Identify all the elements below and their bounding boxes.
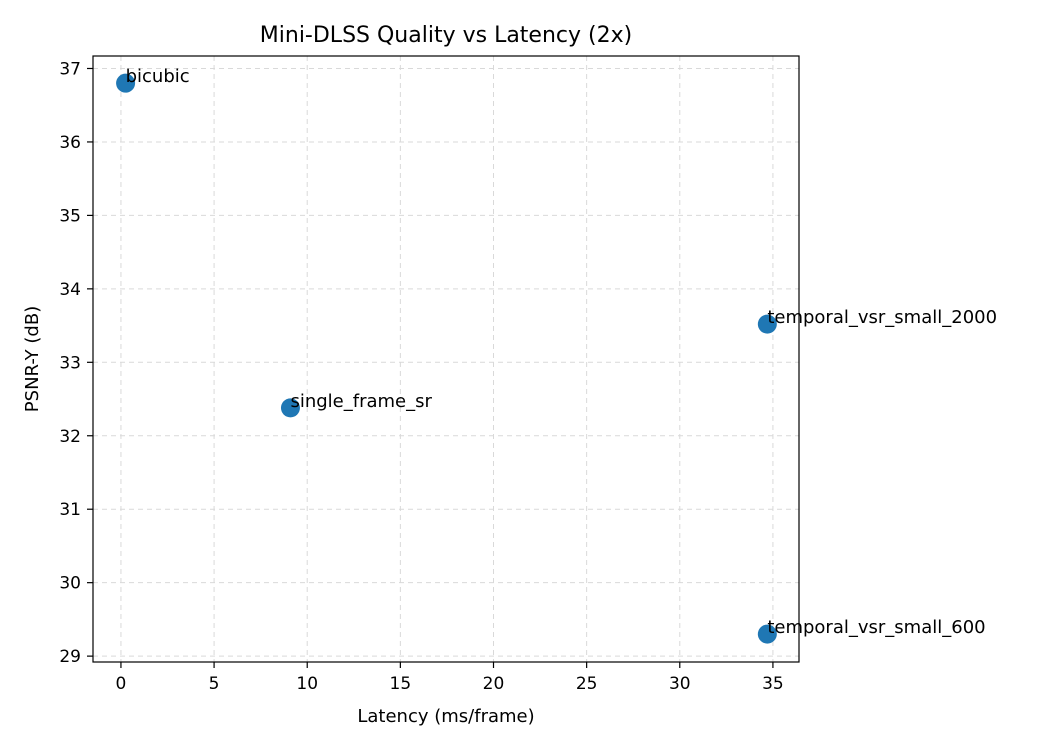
y-tick-label: 33 — [59, 353, 81, 373]
x-tick-label: 10 — [296, 674, 318, 694]
point-label: single_frame_sr — [290, 391, 432, 412]
x-tick-label: 25 — [576, 674, 598, 694]
plot-frame — [92, 55, 800, 663]
y-tick-label: 31 — [59, 500, 81, 520]
x-tick-label: 15 — [390, 674, 412, 694]
y-tick-label: 29 — [59, 647, 81, 667]
x-tick-label: 5 — [209, 674, 220, 694]
data-points: bicubic single_frame_sr temporal_vsr_small… — [116, 66, 997, 644]
x-tick-label: 30 — [669, 674, 691, 694]
y-axis-label: PSNR-Y (dB) — [22, 306, 43, 412]
x-tick-label: 35 — [762, 674, 784, 694]
point-label: temporal_vsr_small_600 — [767, 617, 985, 638]
point-label: temporal_vsr_small_2000 — [767, 307, 997, 328]
x-tick-label: 20 — [483, 674, 505, 694]
data-point — [116, 73, 136, 93]
data-point — [757, 314, 777, 334]
y-tick-label: 36 — [59, 133, 81, 153]
x-axis-label: Latency (ms/frame) — [357, 706, 534, 727]
y-tick-label: 34 — [59, 280, 81, 300]
point-label: bicubic — [126, 66, 190, 87]
y-tick-label: 30 — [59, 574, 81, 594]
data-point — [280, 398, 300, 418]
data-point — [757, 624, 777, 644]
chart-title: Mini-DLSS Quality vs Latency (2x) — [260, 23, 632, 48]
grid — [93, 56, 799, 662]
y-tick-label: 32 — [59, 427, 81, 447]
axis-ticks: 0 5 10 15 20 25 30 35 29 30 31 32 33 34 35 36 37 — [59, 59, 783, 694]
y-tick-label: 35 — [59, 206, 81, 226]
y-tick-label: 37 — [59, 59, 81, 79]
x-tick-label: 0 — [116, 674, 127, 694]
